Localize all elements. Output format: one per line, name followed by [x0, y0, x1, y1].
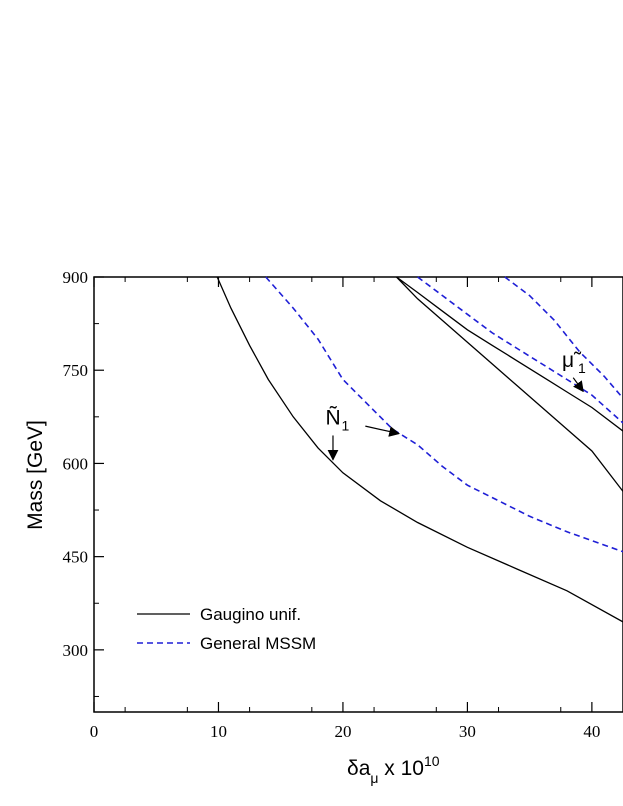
- x-tick-label: 10: [210, 722, 227, 741]
- x-axis-label: δaμ x 1010: [347, 753, 440, 786]
- y-axis-label: Mass [GeV]: [24, 420, 47, 530]
- annotation-arrow: [572, 377, 584, 393]
- series-line-1: [265, 276, 623, 553]
- series-line-5: [504, 276, 623, 399]
- y-tick-label: 600: [63, 454, 89, 473]
- x-axis-label-sub: μ: [370, 770, 378, 786]
- x-tick-label: 20: [334, 722, 351, 741]
- legend-label-mssm: General MSSM: [200, 634, 316, 653]
- x-tick-label: 30: [459, 722, 476, 741]
- annotation-subscript-1: 1: [578, 360, 586, 376]
- series-line-0: [216, 276, 623, 623]
- series-line-3: [396, 276, 623, 432]
- x-axis-label-mid: x 10: [378, 757, 424, 780]
- series-group: [216, 276, 623, 623]
- y-tick-label: 750: [63, 361, 89, 380]
- legend: Gaugino unif. General MSSM: [137, 605, 316, 653]
- annotations: Ñ 1μ̃ 1: [326, 349, 586, 461]
- x-axis-label-main: δa: [347, 757, 371, 780]
- x-axis-label-sup: 10: [424, 753, 440, 769]
- series-line-2: [396, 276, 623, 492]
- x-tick-label: 40: [583, 722, 600, 741]
- plot-frame: [93, 276, 623, 713]
- annotation-subscript-0: 1: [342, 417, 350, 433]
- annotation-arrow: [365, 425, 401, 437]
- legend-label-gaugino: Gaugino unif.: [200, 605, 301, 624]
- axis-ticks: 0 10 20 30 40 300 450 600 750 900: [63, 268, 601, 741]
- y-tick-label: 300: [63, 641, 89, 660]
- y-tick-label: 450: [63, 548, 89, 567]
- y-tick-label: 900: [63, 268, 89, 287]
- x-tick-label: 0: [90, 722, 99, 741]
- annotation-label-0: Ñ: [326, 405, 341, 429]
